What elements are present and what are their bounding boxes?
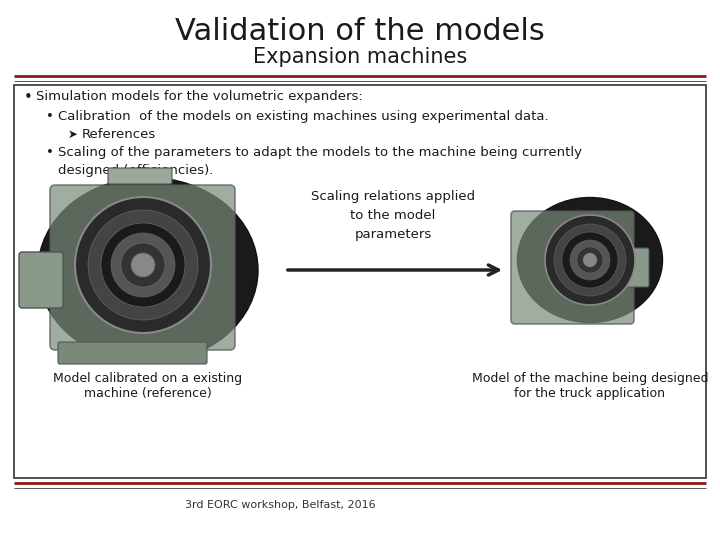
FancyBboxPatch shape	[108, 168, 172, 184]
Text: 3rd EORC workshop, Belfast, 2016: 3rd EORC workshop, Belfast, 2016	[185, 500, 375, 510]
Text: Model of the machine being designed: Model of the machine being designed	[472, 372, 708, 385]
FancyBboxPatch shape	[19, 252, 63, 308]
Text: Calibration  of the models on existing machines using experimental data.: Calibration of the models on existing ma…	[58, 110, 549, 123]
Circle shape	[583, 253, 597, 267]
FancyBboxPatch shape	[50, 185, 235, 350]
Ellipse shape	[518, 198, 662, 322]
Text: Scaling relations applied
to the model
parameters: Scaling relations applied to the model p…	[311, 190, 475, 241]
Circle shape	[545, 215, 635, 305]
Text: References: References	[82, 128, 156, 141]
Circle shape	[577, 247, 603, 273]
Ellipse shape	[38, 178, 258, 362]
Circle shape	[111, 233, 175, 297]
Text: machine (reference): machine (reference)	[84, 387, 212, 400]
Text: Expansion machines: Expansion machines	[253, 47, 467, 67]
Text: •: •	[24, 90, 32, 105]
Circle shape	[88, 210, 198, 320]
Circle shape	[75, 197, 211, 333]
Text: ➤: ➤	[68, 128, 78, 141]
FancyBboxPatch shape	[58, 342, 207, 364]
Circle shape	[554, 224, 626, 296]
Circle shape	[570, 240, 610, 280]
Circle shape	[101, 223, 185, 307]
Circle shape	[131, 253, 155, 277]
Text: •: •	[46, 146, 54, 159]
Bar	[14, 85, 706, 478]
FancyBboxPatch shape	[511, 211, 634, 324]
Text: for the truck application: for the truck application	[515, 387, 665, 400]
Text: Model calibrated on a existing: Model calibrated on a existing	[53, 372, 243, 385]
Text: Validation of the models: Validation of the models	[175, 17, 545, 46]
Circle shape	[562, 232, 618, 288]
Text: Scaling of the parameters to adapt the models to the machine being currently: Scaling of the parameters to adapt the m…	[58, 146, 582, 159]
FancyBboxPatch shape	[623, 248, 649, 287]
Text: designed (efficiencies).: designed (efficiencies).	[58, 164, 213, 177]
Text: Simulation models for the volumetric expanders:: Simulation models for the volumetric exp…	[36, 90, 363, 103]
Text: •: •	[46, 110, 54, 123]
Circle shape	[121, 243, 165, 287]
